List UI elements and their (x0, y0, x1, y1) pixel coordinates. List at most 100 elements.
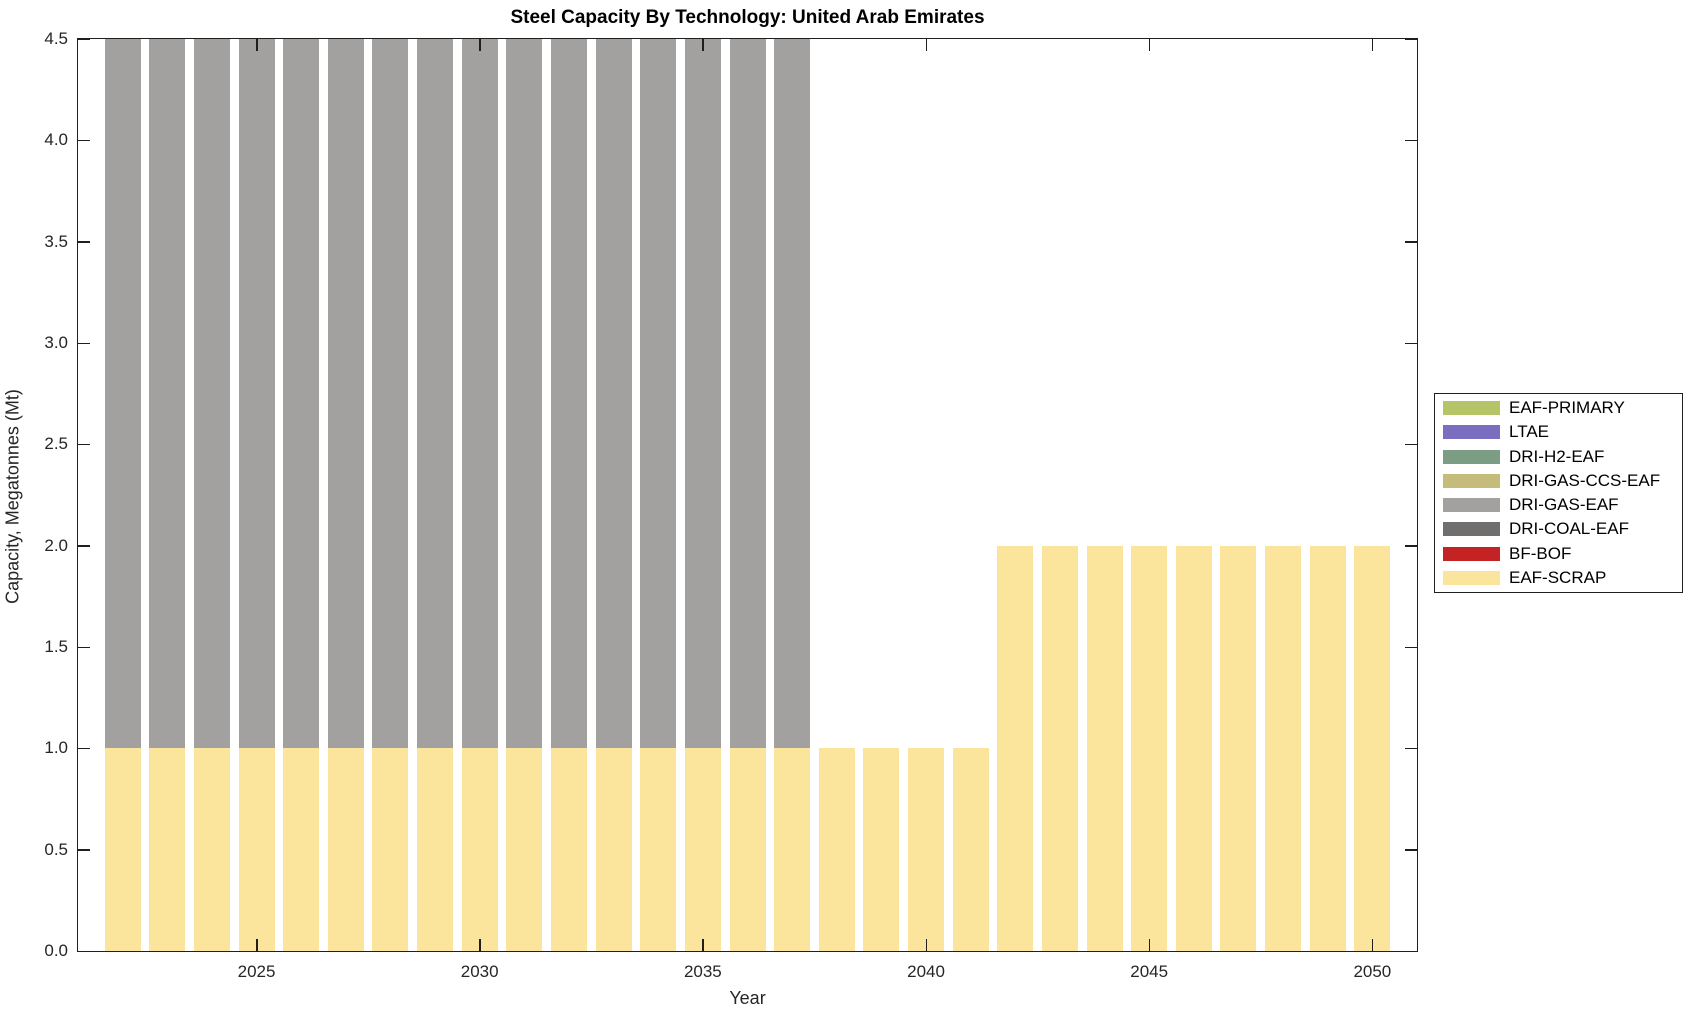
bar-segment-dri-gas-eaf-2023 (149, 39, 186, 749)
y-tick-mark-right (1405, 443, 1417, 446)
bar-segment-eaf-scrap-2045 (1131, 545, 1168, 951)
bar-segment-eaf-scrap-2028 (372, 748, 409, 951)
y-tick-label: 4.5 (44, 29, 68, 48)
y-tick-mark (78, 342, 90, 344)
y-tick-label: 1.5 (44, 637, 68, 656)
legend-label: LTAE (1509, 422, 1549, 442)
legend-swatch-dri-coal-eaf (1443, 522, 1500, 537)
y-tick-mark-right (1405, 342, 1417, 344)
plot-area (77, 38, 1418, 952)
bar-segment-eaf-scrap-2039 (863, 748, 900, 951)
legend-item: LTAE (1435, 420, 1682, 444)
legend-label: BF-BOF (1509, 543, 1572, 563)
bar-segment-eaf-scrap-2034 (640, 748, 677, 951)
y-tick-mark (78, 545, 90, 547)
legend-swatch-dri-gas-ccs-eaf (1443, 473, 1500, 488)
x-tick-label: 2035 (683, 962, 722, 981)
legend-item: DRI-COAL-EAF (1435, 517, 1682, 541)
x-tick-mark (925, 939, 928, 951)
bar-segment-eaf-scrap-2040 (908, 748, 945, 951)
bar-segment-dri-gas-eaf-2025 (238, 39, 275, 749)
bar-segment-eaf-scrap-2038 (818, 748, 855, 951)
y-axis-label: Capacity, Megatonnes (Mt) (2, 389, 23, 604)
legend-swatch-eaf-scrap (1443, 570, 1500, 585)
x-tick-mark (1371, 939, 1374, 951)
bar-segment-dri-gas-eaf-2031 (506, 39, 543, 749)
x-tick-label: 2030 (460, 962, 499, 981)
y-tick-mark-right (1405, 139, 1417, 142)
x-tick-mark-top (479, 39, 481, 51)
bar-segment-dri-gas-eaf-2036 (729, 39, 766, 749)
bar-segment-eaf-scrap-2042 (997, 545, 1034, 951)
bar-segment-eaf-scrap-2022 (104, 748, 141, 951)
legend-swatch-ltae (1443, 425, 1500, 440)
bar-segment-eaf-scrap-2048 (1265, 545, 1302, 951)
legend-item: BF-BOF (1435, 542, 1682, 566)
y-tick-label: 3.0 (44, 333, 68, 352)
bar-segment-dri-gas-eaf-2022 (104, 39, 141, 749)
bar-segment-eaf-scrap-2033 (595, 748, 632, 951)
bar-segment-dri-gas-eaf-2026 (283, 39, 320, 749)
bar-segment-eaf-scrap-2032 (550, 748, 587, 951)
x-tick-label: 2025 (237, 962, 276, 981)
y-tick-mark (78, 443, 90, 446)
y-tick-mark-right (1405, 38, 1417, 40)
y-tick-label: 2.0 (44, 535, 68, 555)
legend-swatch-eaf-primary (1443, 401, 1500, 416)
x-tick-mark (256, 939, 258, 951)
bar-segment-dri-gas-eaf-2030 (461, 39, 498, 749)
bar-segment-eaf-scrap-2026 (283, 748, 320, 951)
legend-item: DRI-GAS-EAF (1435, 493, 1682, 517)
bar-segment-dri-gas-eaf-2034 (640, 39, 677, 749)
x-axis-label: Year (729, 988, 766, 1008)
x-tick-label: 2040 (907, 962, 945, 981)
bar-segment-dri-gas-eaf-2032 (550, 39, 587, 749)
legend-label: DRI-GAS-CCS-EAF (1509, 470, 1661, 490)
legend-label: EAF-SCRAP (1509, 567, 1607, 587)
legend-swatch-dri-gas-eaf (1443, 498, 1500, 513)
x-tick-label: 2045 (1130, 962, 1169, 981)
y-tick-mark-right (1405, 241, 1417, 243)
bar-segment-eaf-scrap-2047 (1220, 545, 1257, 951)
y-tick-label: 0.0 (44, 941, 68, 960)
y-tick-mark-right (1405, 950, 1417, 952)
legend-label: DRI-COAL-EAF (1509, 519, 1629, 539)
bar-segment-eaf-scrap-2035 (684, 748, 721, 951)
bar-segment-eaf-scrap-2037 (774, 748, 811, 951)
x-tick-mark-top (1371, 39, 1374, 51)
bar-segment-dri-gas-eaf-2037 (774, 39, 811, 749)
bar-segment-eaf-scrap-2050 (1354, 545, 1391, 951)
y-tick-mark-right (1405, 849, 1417, 851)
legend-label: DRI-GAS-EAF (1509, 495, 1619, 515)
y-tick-mark (78, 139, 90, 142)
y-tick-mark (78, 849, 90, 851)
y-tick-mark (78, 646, 90, 648)
bar-segment-eaf-scrap-2029 (417, 748, 454, 951)
bar-segment-eaf-scrap-2030 (461, 748, 498, 951)
x-tick-mark-top (256, 39, 258, 51)
bar-segment-eaf-scrap-2025 (238, 748, 275, 951)
chart-title: Steel Capacity By Technology: United Ara… (510, 7, 985, 28)
bar-segment-eaf-scrap-2041 (952, 748, 989, 951)
y-tick-mark-right (1405, 646, 1417, 648)
bar-segment-dri-gas-eaf-2024 (193, 39, 230, 749)
bar-segment-dri-gas-eaf-2027 (327, 39, 364, 749)
y-tick-label: 0.5 (44, 839, 68, 859)
legend-label: EAF-PRIMARY (1509, 398, 1625, 418)
legend-item: DRI-H2-EAF (1435, 445, 1682, 469)
bar-segment-eaf-scrap-2046 (1175, 545, 1212, 951)
bar-segment-eaf-scrap-2036 (729, 748, 766, 951)
x-tick-mark (702, 939, 704, 951)
legend-item: EAF-SCRAP (1435, 566, 1682, 590)
legend-label: DRI-H2-EAF (1509, 446, 1605, 466)
bar-segment-eaf-scrap-2043 (1041, 545, 1078, 951)
legend-swatch-bf-bof (1443, 546, 1500, 561)
y-tick-label: 1.0 (44, 738, 68, 758)
y-tick-mark (78, 241, 90, 243)
x-tick-label: 2050 (1353, 962, 1392, 981)
y-tick-mark (78, 950, 90, 952)
y-tick-label: 2.5 (44, 434, 68, 454)
bar-segment-dri-gas-eaf-2035 (684, 39, 721, 749)
bar-segment-eaf-scrap-2049 (1309, 545, 1346, 951)
